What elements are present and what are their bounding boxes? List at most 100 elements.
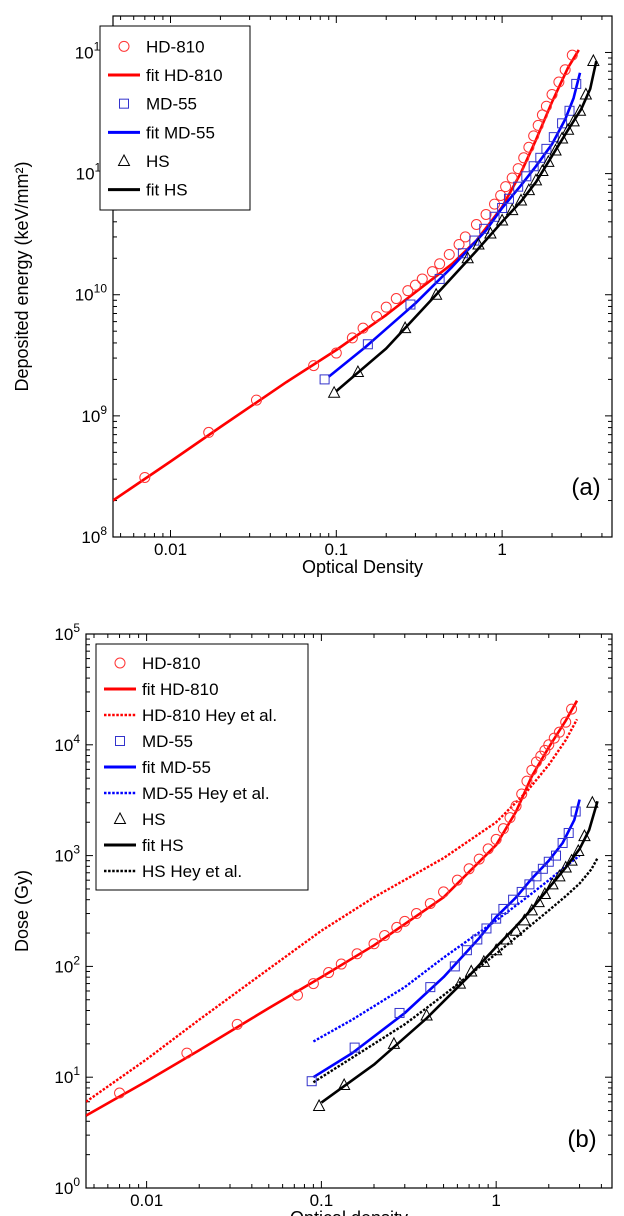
y-tick-label-b: 102 (54, 953, 80, 976)
data-point-md-55 (537, 863, 548, 874)
data-point-hd-810 (380, 301, 392, 313)
data-point-hd-810 (357, 322, 369, 334)
data-point-hs (561, 122, 575, 135)
data-point-md-55 (434, 273, 445, 284)
data-point-hd-810 (426, 266, 438, 278)
y-tick-base-b: 10 (54, 736, 73, 755)
data-point-hd-810 (379, 930, 391, 942)
data-point-md-55 (570, 806, 581, 817)
data-point-hd-810 (351, 948, 363, 960)
series-line-md-55-hey-et-al- (312, 854, 581, 1043)
legend-marker-a (117, 153, 131, 166)
data-point-hs (587, 53, 600, 67)
data-point-md-55 (548, 132, 559, 143)
data-point-md-55 (319, 374, 330, 385)
data-point-hd-810 (443, 248, 455, 260)
data-point-hd-810 (459, 231, 471, 243)
panel-label-a: (a) (571, 474, 600, 501)
data-point-md-55 (498, 903, 509, 914)
data-point-hs (461, 251, 475, 264)
data-point-hs (578, 829, 591, 842)
data-point-hd-810 (512, 163, 524, 175)
data-point-hd-810 (518, 152, 530, 164)
data-point-hd-810 (181, 1047, 193, 1059)
legend-label-b: HD-810 Hey et al. (142, 706, 277, 725)
data-point-md-55 (449, 961, 460, 972)
data-point-hd-810 (451, 874, 463, 886)
y-tick-exp-b: 2 (73, 953, 80, 967)
y-tick-exp-b: 0 (73, 1175, 80, 1189)
y-tick-label-a: 108 (81, 524, 107, 547)
legend-label-b: fit MD-55 (142, 758, 211, 777)
data-point-hd-810 (490, 833, 502, 845)
x-tick-label-b: 0.1 (310, 1191, 334, 1210)
y-tick-base-a: 10 (81, 407, 100, 426)
y-tick-exp-b: 4 (73, 732, 80, 746)
data-point-hs (387, 1036, 401, 1049)
data-point-hs (559, 860, 573, 873)
data-point-hd-810 (560, 716, 572, 728)
legend-label-a: fit HS (146, 181, 188, 200)
legend-label-a: fit MD-55 (146, 123, 215, 142)
y-tick-exp-a: 8 (100, 524, 107, 538)
legend-label-a: fit HD-810 (146, 66, 223, 85)
x-axis-label-a: Optical Density (302, 557, 423, 577)
y-tick-label-b: 101 (54, 1064, 80, 1087)
data-point-hs (525, 903, 539, 916)
data-point-hs (484, 226, 497, 239)
data-point-hs (509, 923, 523, 936)
data-point-hd-810 (516, 788, 528, 800)
legend-label-b: HS (142, 810, 166, 829)
data-point-md-55 (516, 886, 527, 897)
data-point-md-55 (491, 913, 502, 924)
data-point-hd-810 (335, 958, 347, 970)
data-point-hd-810 (495, 189, 507, 201)
data-point-hd-810 (526, 764, 538, 776)
data-point-hs (453, 976, 467, 989)
x-tick-label-a: 0.01 (154, 540, 187, 559)
data-point-hd-810 (390, 293, 402, 305)
data-point-hd-810 (402, 285, 414, 297)
y-tick-exp-b: 3 (73, 843, 80, 857)
data-point-hd-810 (543, 739, 555, 751)
legend-label-a: HS (146, 152, 170, 171)
data-point-hd-810 (463, 863, 475, 875)
x-tick-label-a: 0.1 (324, 540, 348, 559)
data-point-md-55 (479, 223, 490, 234)
data-point-hd-810 (539, 744, 551, 756)
legend-box-a (99, 25, 251, 211)
data-point-hs (464, 964, 478, 977)
data-point-hs (549, 143, 562, 156)
data-point-md-55 (425, 982, 436, 993)
data-point-hd-810 (566, 703, 578, 715)
y-tick-label-b: 100 (54, 1175, 80, 1198)
data-point-hs (571, 843, 585, 857)
legend-label-a: HD-810 (146, 37, 205, 56)
data-point-hd-810 (438, 886, 450, 898)
y-tick-label-b: 105 (54, 621, 80, 644)
data-point-hd-810 (416, 273, 428, 285)
x-axis-label-b: Optical density (290, 1208, 408, 1216)
data-point-hs (573, 103, 587, 116)
data-point-md-55 (531, 871, 542, 882)
data-point-hd-810 (559, 64, 571, 76)
y-tick-exp-a: 9 (100, 403, 107, 417)
data-point-hd-810 (528, 130, 540, 142)
data-point-md-55 (551, 850, 562, 861)
y-tick-label-a: 109 (81, 403, 107, 426)
data-point-md-55 (497, 203, 508, 214)
data-point-md-55 (521, 171, 532, 182)
data-point-hd-810 (480, 208, 492, 220)
data-point-hd-810 (391, 921, 403, 933)
data-point-hs (500, 932, 514, 945)
y-tick-exp-b: 5 (73, 621, 80, 635)
data-point-hd-810 (489, 198, 501, 210)
series-line-hd-810-hey-et-al- (86, 718, 579, 1103)
chart-panel-a: 0.010.11108109101010111012Optical Densit… (12, 15, 613, 577)
data-point-hs (586, 795, 599, 808)
legend-label-b: MD-55 Hey et al. (142, 784, 270, 803)
data-point-md-55 (513, 181, 524, 192)
data-point-hs (327, 385, 341, 398)
data-point-md-55 (543, 856, 554, 867)
